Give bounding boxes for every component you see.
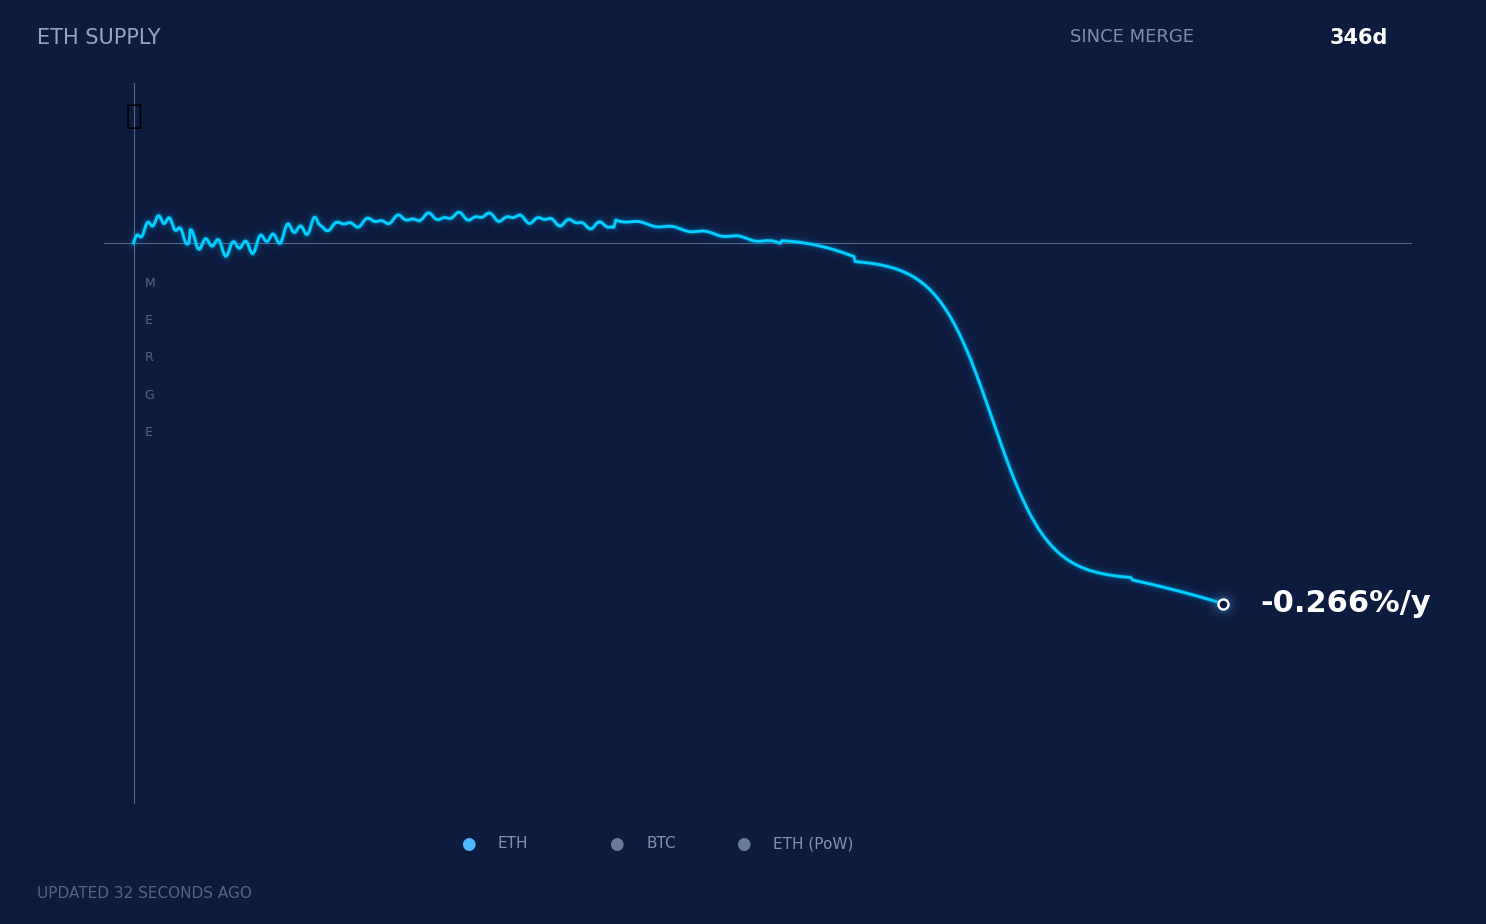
Text: ●: ● [736, 834, 750, 853]
Text: ETH SUPPLY: ETH SUPPLY [37, 28, 160, 48]
Text: 346d: 346d [1330, 28, 1388, 48]
Point [1211, 596, 1235, 611]
Text: E: E [144, 426, 153, 439]
Text: ●: ● [461, 834, 476, 853]
Text: BTC: BTC [646, 836, 676, 851]
Text: R: R [144, 351, 153, 364]
Text: ETH: ETH [498, 836, 529, 851]
Text: UPDATED 32 SECONDS AGO: UPDATED 32 SECONDS AGO [37, 886, 253, 901]
Text: -0.266%/y: -0.266%/y [1260, 590, 1431, 618]
Text: ●: ● [609, 834, 624, 853]
Point [1211, 596, 1235, 611]
Text: G: G [144, 389, 155, 402]
Text: SINCE MERGE: SINCE MERGE [1070, 28, 1193, 45]
Text: ETH (PoW): ETH (PoW) [773, 836, 853, 851]
Text: M: M [144, 276, 156, 290]
Text: 🐼: 🐼 [125, 102, 141, 130]
Text: E: E [144, 314, 153, 327]
Point [1211, 596, 1235, 611]
Point [1211, 596, 1235, 611]
Point [1211, 596, 1235, 611]
Point [1211, 596, 1235, 611]
